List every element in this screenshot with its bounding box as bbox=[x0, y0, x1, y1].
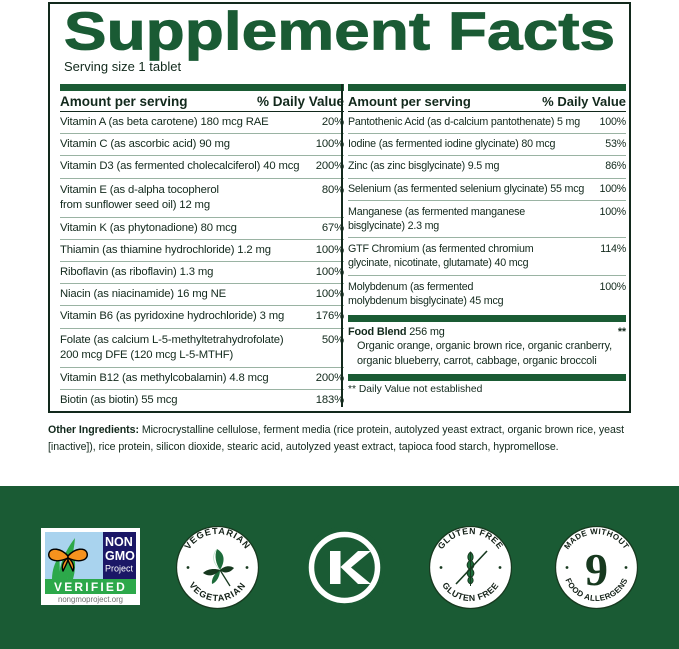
svg-text:9: 9 bbox=[585, 544, 608, 595]
svg-text:VERIFIED: VERIFIED bbox=[54, 580, 127, 594]
svg-text:NON: NON bbox=[105, 535, 133, 549]
svg-text:GMO: GMO bbox=[105, 549, 135, 563]
svg-text:nongmoproject.org: nongmoproject.org bbox=[58, 595, 123, 604]
svg-text:Project: Project bbox=[105, 564, 134, 574]
